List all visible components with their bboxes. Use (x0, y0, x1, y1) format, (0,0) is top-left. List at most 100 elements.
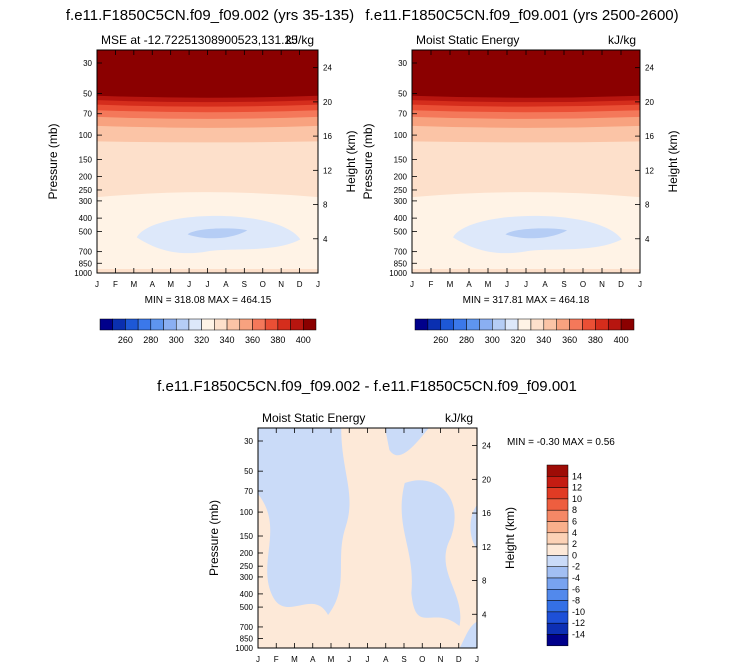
x-tick-label: J (638, 280, 642, 289)
colorbar-swatch (546, 532, 569, 545)
colorbar-swatch (546, 577, 569, 590)
colorbar-swatch (543, 318, 557, 331)
y-tick-label: 30 (244, 437, 253, 446)
colorbar-swatch (303, 318, 317, 331)
min-max-stats: MIN = -0.30 MAX = 0.56 (507, 437, 615, 448)
x-tick-label: M (328, 655, 335, 664)
x-tick-label: A (223, 280, 229, 289)
panel-subtitle-right: kJ/kg (286, 33, 314, 47)
y2-tick-label: 4 (645, 235, 650, 244)
x-tick-label: J (95, 280, 99, 289)
y-axis-label: Pressure (mb) (207, 500, 221, 576)
colorbar-label: 4 (572, 528, 577, 538)
colorbar-label: 300 (485, 335, 500, 345)
contour-field (412, 50, 640, 273)
y2-tick-label: 8 (323, 201, 328, 210)
x-tick-label: N (278, 280, 284, 289)
x-tick-label: M (291, 655, 298, 664)
x-tick-label: O (419, 655, 425, 664)
y2-tick-label: 16 (323, 132, 332, 141)
colorbar-swatch (277, 318, 291, 331)
y2-tick-label: 4 (323, 235, 328, 244)
y2-tick-label: 12 (482, 543, 491, 552)
panel-title: f.e11.F1850C5CN.f09_f09.002 - f.e11.F185… (157, 378, 577, 395)
colorbar-swatch (546, 487, 569, 500)
x-tick-label: J (524, 280, 528, 289)
x-tick-label: F (113, 280, 118, 289)
x-tick-label: N (438, 655, 444, 664)
colorbar-swatch (582, 318, 596, 331)
x-tick-label: M (167, 280, 174, 289)
contour-band-310 (187, 228, 248, 239)
colorbar-swatch (504, 318, 519, 331)
colorbar-label: 400 (296, 335, 311, 345)
y2-tick-label: 24 (645, 64, 654, 73)
colorbar-swatch (226, 318, 241, 331)
min-max-stats: MIN = 318.08 MAX = 464.15 (145, 295, 272, 306)
y-tick-label: 50 (244, 467, 253, 476)
colorbar-label: 260 (433, 335, 448, 345)
x-tick-label: J (256, 655, 260, 664)
y-tick-label: 300 (240, 573, 254, 582)
y2-tick-label: 16 (482, 509, 491, 518)
panel-subtitle-left: Moist Static Energy (262, 411, 365, 425)
colorbar-label: 14 (572, 471, 582, 481)
colorbar-label: 2 (572, 539, 577, 549)
y2-tick-label: 20 (323, 98, 332, 107)
x-tick-label: M (447, 280, 454, 289)
x-tick-label: F (274, 655, 279, 664)
colorbar-swatch (427, 318, 442, 331)
y2-tick-label: 20 (645, 98, 654, 107)
contour-band-neg (459, 621, 477, 648)
colorbar-swatch (569, 318, 583, 331)
y-tick-label: 30 (83, 59, 92, 68)
y-tick-label: 400 (240, 590, 254, 599)
colorbar-label: -12 (572, 618, 585, 628)
y-tick-label: 500 (79, 227, 93, 236)
colorbar-swatch (264, 318, 279, 331)
x-tick-label: M (485, 280, 492, 289)
colorbar-label: 6 (572, 517, 577, 527)
x-tick-label: A (310, 655, 316, 664)
y-tick-label: 100 (240, 508, 254, 517)
y2-axis-label: Height (km) (503, 507, 517, 569)
y-tick-label: 700 (79, 248, 93, 257)
colorbar-label: 340 (220, 335, 235, 345)
colorbar-swatch (546, 566, 569, 579)
y-tick-label: 400 (394, 214, 408, 223)
y2-tick-label: 12 (323, 166, 332, 175)
x-tick-label: J (347, 655, 351, 664)
x-tick-label: J (410, 280, 414, 289)
colorbar-label: 320 (511, 335, 526, 345)
y-tick-label: 200 (79, 173, 93, 182)
colorbar-label: 0 (572, 550, 577, 560)
colorbar-label: 380 (588, 335, 603, 345)
colorbar-label: 280 (459, 335, 474, 345)
colorbar-swatch (188, 318, 202, 331)
colorbar-swatch (546, 555, 569, 567)
colorbar-swatch (201, 318, 215, 331)
colorbar-swatch (252, 318, 266, 331)
y-axis-label: Pressure (mb) (46, 123, 60, 199)
colorbar-swatch (546, 611, 569, 624)
x-tick-label: D (618, 280, 624, 289)
colorbar-swatch (546, 498, 569, 511)
colorbar-label: 320 (194, 335, 209, 345)
y2-tick-label: 4 (482, 610, 487, 619)
y-tick-label: 150 (394, 155, 408, 164)
colorbar-label: 380 (270, 335, 285, 345)
colorbar-swatch (546, 589, 569, 601)
colorbar-label: 400 (614, 335, 629, 345)
panel-subtitle-left: Moist Static Energy (416, 33, 519, 47)
contour-band-410 (412, 50, 640, 98)
x-tick-label: S (401, 655, 406, 664)
x-tick-label: S (561, 280, 566, 289)
min-max-stats: MIN = 317.81 MAX = 464.18 (463, 295, 590, 306)
y-tick-label: 500 (394, 227, 408, 236)
x-tick-label: J (206, 280, 210, 289)
y2-tick-label: 8 (645, 201, 650, 210)
y-tick-label: 850 (394, 259, 408, 268)
colorbar-swatch (239, 318, 253, 331)
contour-band-neg (401, 480, 461, 626)
y-tick-label: 500 (240, 603, 254, 612)
